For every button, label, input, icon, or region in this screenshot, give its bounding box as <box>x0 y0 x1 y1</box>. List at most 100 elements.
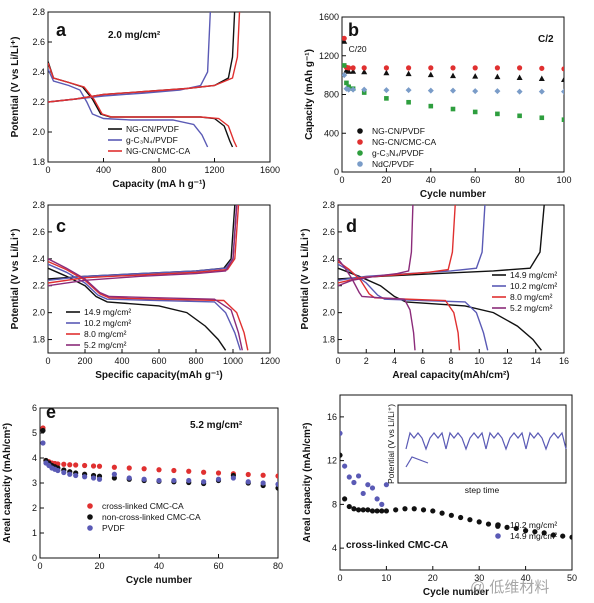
data-point <box>40 440 46 446</box>
data-point <box>90 475 97 481</box>
series-3 <box>48 12 241 148</box>
y-axis-label: Potential (V vs Li/Li⁺) <box>10 229 21 330</box>
x-tick-label: 600 <box>151 356 166 366</box>
data-point <box>361 86 368 93</box>
y-axis-label: Potential (V vs Li/Li⁺) <box>300 229 311 330</box>
data-point <box>340 452 343 458</box>
x-axis-label: Areal capacity(mAh/cm²) <box>392 370 509 381</box>
data-point <box>472 65 478 71</box>
legend-label: 8.0 mg/cm² <box>510 292 553 302</box>
data-point <box>405 87 412 94</box>
y-tick-label: 1.8 <box>32 335 45 345</box>
data-point <box>383 65 389 71</box>
series-2 <box>340 430 389 507</box>
data-point <box>402 506 408 512</box>
data-point <box>230 475 236 481</box>
data-point <box>550 532 557 538</box>
data-point <box>260 472 266 478</box>
data-point <box>111 464 117 470</box>
y-tick-label: 2.0 <box>32 308 45 318</box>
y-tick-label: 1 <box>32 528 37 538</box>
series-line-charge <box>338 205 486 281</box>
series-4 <box>48 205 243 351</box>
legend-label: 14.9 mg/cm² <box>84 307 131 317</box>
data-point <box>384 96 389 101</box>
legend-label: 10.2 mg/cm² <box>84 318 131 328</box>
x-tick-label: 1200 <box>260 356 280 366</box>
x-tick-label: 1000 <box>223 356 243 366</box>
data-point <box>495 111 500 117</box>
x-tick-label: 800 <box>151 165 166 175</box>
panel-label: b <box>348 20 359 40</box>
series-3 <box>48 205 249 351</box>
series-4 <box>342 72 564 95</box>
data-point <box>517 113 522 119</box>
y-tick-label: 2.4 <box>32 254 45 264</box>
data-point <box>494 88 501 95</box>
legend-label: NG-CN/PVDF <box>372 126 425 136</box>
data-point <box>355 473 362 479</box>
legend-label: NG-CN/CMC-CA <box>372 137 437 147</box>
data-point <box>374 496 380 502</box>
x-axis-label: Cycle number <box>420 189 486 200</box>
data-point <box>561 76 564 82</box>
x-tick-label: 80 <box>515 175 525 185</box>
inset-x-label: step time <box>465 485 500 495</box>
legend-label: cross-linked CMC-CA <box>102 501 184 511</box>
legend-swatch <box>495 533 501 539</box>
x-axis-label: Specific capacity(mAh g⁻¹) <box>95 370 223 381</box>
legend-label: 14.9 mg/cm² <box>510 531 557 541</box>
data-point <box>141 466 147 472</box>
y-tick-label: 6 <box>32 403 37 413</box>
x-tick-label: 50 <box>567 573 577 583</box>
x-tick-label: 60 <box>213 561 223 571</box>
x-tick-label: 12 <box>502 356 512 366</box>
series-line-charge <box>48 205 240 284</box>
data-point <box>458 514 464 521</box>
data-point <box>561 117 564 122</box>
data-point <box>369 508 376 514</box>
x-tick-label: 40 <box>521 573 531 583</box>
data-point <box>439 510 445 516</box>
data-point <box>569 534 572 540</box>
data-point <box>405 70 412 77</box>
data-point <box>350 86 357 93</box>
data-point <box>538 75 545 82</box>
x-axis-label: Capacity (mA h g⁻¹) <box>112 179 205 190</box>
x-tick-label: 60 <box>470 175 480 185</box>
x-axis-label: Cycle number <box>423 587 489 598</box>
x-tick-label: 0 <box>37 561 42 571</box>
panel-label: e <box>46 402 56 422</box>
x-tick-label: 6 <box>420 356 425 366</box>
x-tick-label: 40 <box>426 175 436 185</box>
y-tick-label: 12 <box>327 456 337 466</box>
data-point <box>245 479 251 485</box>
data-point <box>538 88 545 95</box>
x-tick-label: 8 <box>448 356 453 366</box>
series-line-charge <box>338 205 456 284</box>
x-tick-label: 4 <box>392 356 397 366</box>
series-line-discharge <box>338 258 416 351</box>
data-point <box>406 65 412 71</box>
y-tick-label: 1.8 <box>32 157 45 167</box>
data-point <box>342 496 348 502</box>
legend-swatch <box>87 514 93 520</box>
data-point <box>360 490 366 497</box>
data-point <box>504 524 510 530</box>
y-tick-label: 0 <box>32 553 37 563</box>
y-tick-label: 2.6 <box>32 37 45 47</box>
data-point <box>360 507 366 513</box>
series-line-charge <box>48 205 238 287</box>
x-tick-label: 0 <box>335 356 340 366</box>
data-point <box>383 87 390 94</box>
x-tick-label: 10 <box>381 573 391 583</box>
x-tick-label: 10 <box>474 356 484 366</box>
panel-label: d <box>346 216 357 236</box>
data-point <box>351 506 357 512</box>
y-axis-label: Potential (V vs Li/Li⁺) <box>10 37 21 138</box>
data-point <box>186 477 192 484</box>
data-point <box>156 477 162 484</box>
panel-d-chart: 0 2 4 6 8 10 12 14 16 1.8 2.0 2.2 2.4 2.6 2.8 Areal cap… <box>300 200 569 381</box>
y-axis-label: Areal capacity (mAh/cm²) <box>302 422 313 542</box>
